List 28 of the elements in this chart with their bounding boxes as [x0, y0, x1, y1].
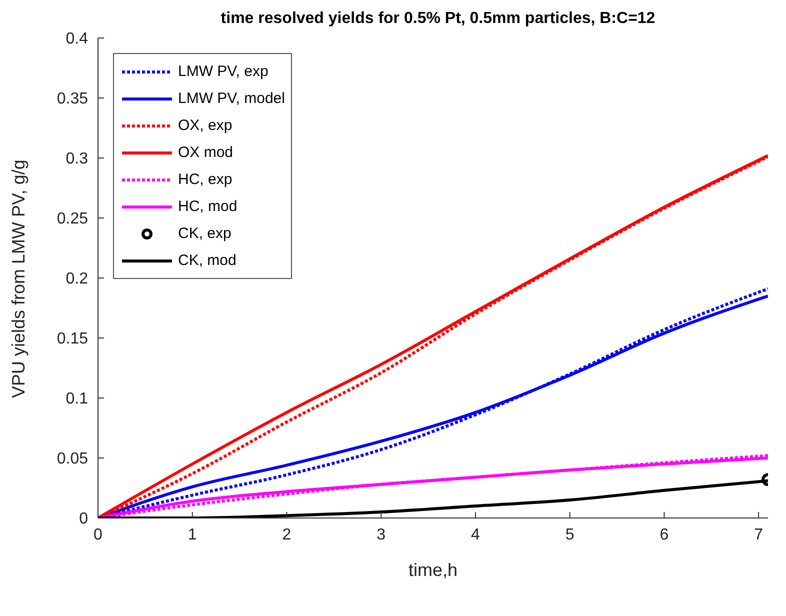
y-tick-label: 0.05 [56, 450, 88, 468]
x-tick-label: 3 [376, 526, 386, 544]
x-tick-label: 2 [282, 526, 292, 544]
y-tick-label: 0 [79, 510, 88, 528]
chart-title: time resolved yields for 0.5% Pt, 0.5mm particles, B:C=12 [220, 10, 656, 28]
legend-label: OX mod [178, 144, 234, 161]
x-tick-label: 5 [565, 526, 574, 544]
legend-label: LMW PV, model [178, 90, 285, 107]
y-tick-label: 0.2 [66, 270, 88, 288]
x-axis-title: time,h [408, 560, 458, 580]
x-tick-label: 4 [471, 526, 480, 544]
legend-label: HC, mod [178, 198, 238, 215]
y-tick-label: 0.25 [56, 210, 88, 228]
x-tick-label: 0 [94, 526, 103, 544]
legend-label: HC, exp [178, 171, 232, 188]
legend-label: CK, mod [178, 252, 236, 269]
legend-label: OX, exp [178, 117, 232, 134]
legend-label: LMW PV, exp [178, 63, 268, 80]
y-tick-label: 0.15 [56, 330, 88, 348]
x-tick-label: 1 [188, 526, 197, 544]
x-tick-label: 6 [660, 526, 669, 544]
x-tick-label: 7 [754, 526, 764, 544]
y-tick-label: 0.1 [66, 390, 88, 408]
legend-label: CK, exp [178, 225, 232, 242]
y-tick-label: 0.35 [56, 90, 88, 108]
y-tick-label: 0.3 [66, 150, 88, 168]
y-axis-title: VPU yields from LMW PV, g/g [8, 160, 28, 398]
y-tick-label: 0.4 [66, 30, 88, 48]
